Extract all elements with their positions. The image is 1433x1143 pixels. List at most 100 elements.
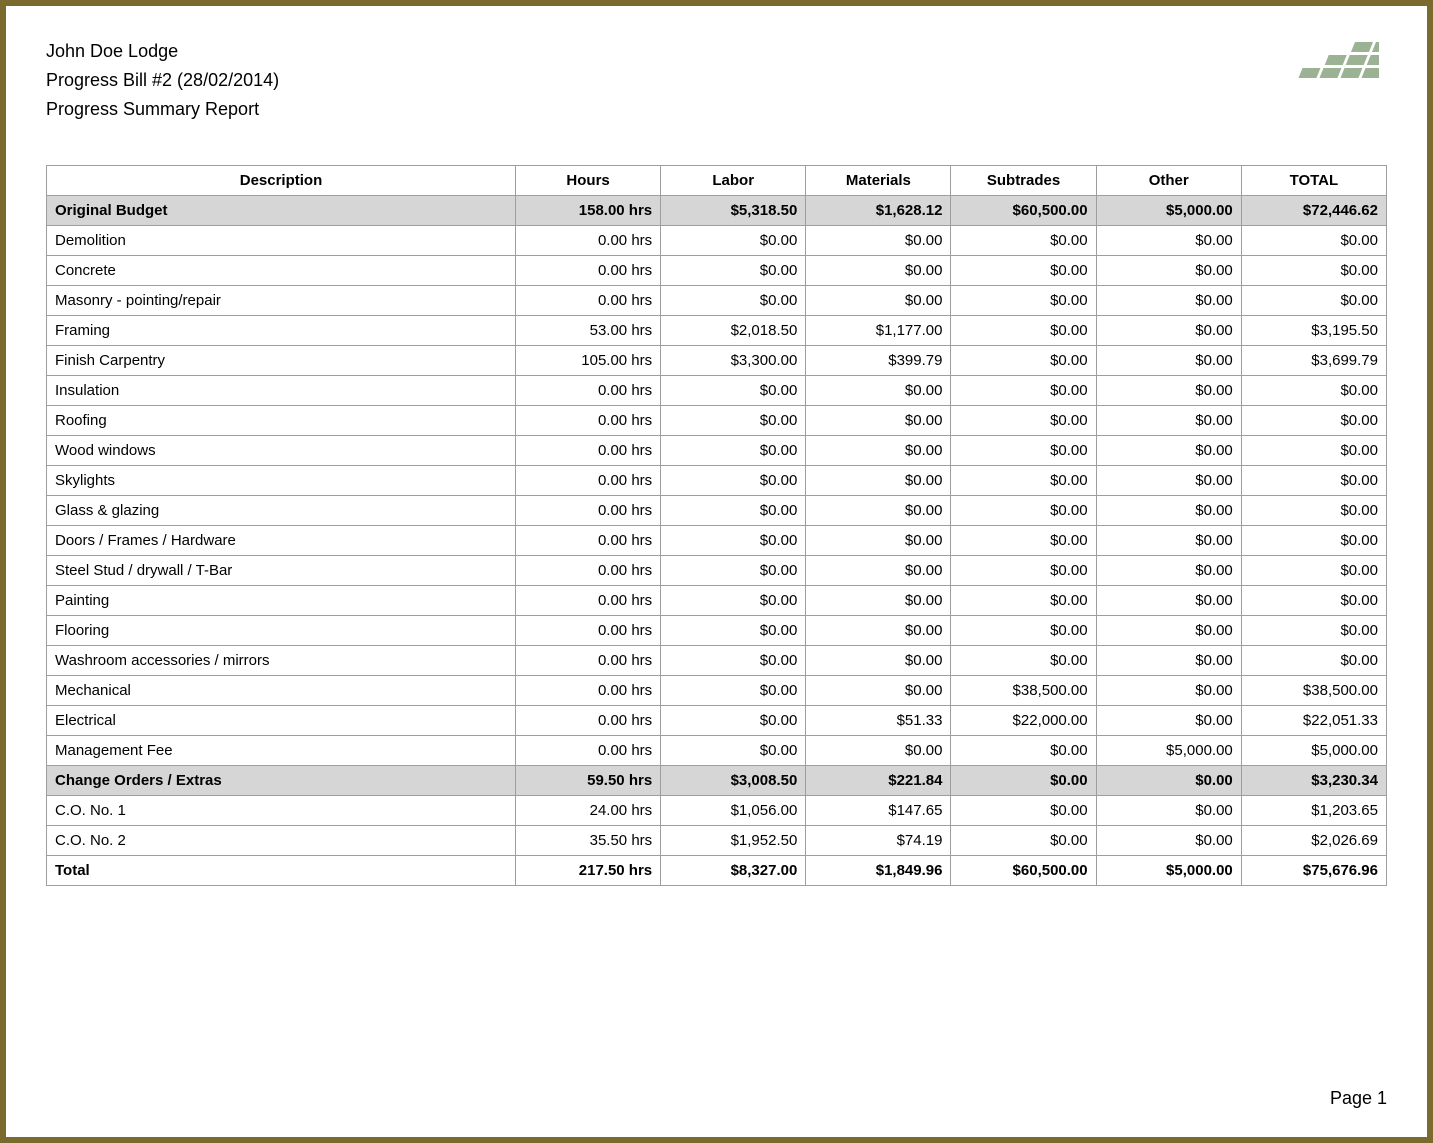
description-cell: Doors / Frames / Hardware <box>47 526 516 556</box>
value-cell: $0.00 <box>1241 256 1386 286</box>
value-cell: $72,446.62 <box>1241 196 1386 226</box>
table-row: Finish Carpentry105.00 hrs$3,300.00$399.… <box>47 346 1387 376</box>
value-cell: $3,230.34 <box>1241 766 1386 796</box>
value-cell: $0.00 <box>1241 226 1386 256</box>
progress-summary-table: DescriptionHoursLaborMaterialsSubtradesO… <box>46 165 1387 886</box>
value-cell: $5,000.00 <box>1096 856 1241 886</box>
value-cell: $5,000.00 <box>1096 196 1241 226</box>
value-cell: 0.00 hrs <box>516 586 661 616</box>
value-cell: $0.00 <box>951 346 1096 376</box>
value-cell: $0.00 <box>1241 616 1386 646</box>
value-cell: $0.00 <box>661 286 806 316</box>
value-cell: 0.00 hrs <box>516 256 661 286</box>
value-cell: $22,051.33 <box>1241 706 1386 736</box>
table-row: Roofing0.00 hrs$0.00$0.00$0.00$0.00$0.00 <box>47 406 1387 436</box>
value-cell: $5,000.00 <box>1241 736 1386 766</box>
value-cell: $1,056.00 <box>661 796 806 826</box>
value-cell: $38,500.00 <box>951 676 1096 706</box>
column-header: Hours <box>516 166 661 196</box>
value-cell: $0.00 <box>951 826 1096 856</box>
value-cell: $0.00 <box>661 556 806 586</box>
value-cell: $0.00 <box>951 406 1096 436</box>
value-cell: $1,203.65 <box>1241 796 1386 826</box>
value-cell: $0.00 <box>661 256 806 286</box>
value-cell: $0.00 <box>806 616 951 646</box>
description-cell: Wood windows <box>47 436 516 466</box>
report-header: John Doe Lodge Progress Bill #2 (28/02/2… <box>46 38 1387 125</box>
value-cell: $0.00 <box>806 676 951 706</box>
value-cell: $0.00 <box>1096 406 1241 436</box>
value-cell: $0.00 <box>1241 406 1386 436</box>
value-cell: $0.00 <box>1096 466 1241 496</box>
table-row: Concrete0.00 hrs$0.00$0.00$0.00$0.00$0.0… <box>47 256 1387 286</box>
value-cell: $8,327.00 <box>661 856 806 886</box>
value-cell: $0.00 <box>1096 556 1241 586</box>
value-cell: $0.00 <box>1096 496 1241 526</box>
value-cell: $3,699.79 <box>1241 346 1386 376</box>
description-cell: Masonry - pointing/repair <box>47 286 516 316</box>
value-cell: $0.00 <box>951 226 1096 256</box>
value-cell: $0.00 <box>806 526 951 556</box>
description-cell: Skylights <box>47 466 516 496</box>
description-cell: Insulation <box>47 376 516 406</box>
table-row: Mechanical0.00 hrs$0.00$0.00$38,500.00$0… <box>47 676 1387 706</box>
value-cell: $399.79 <box>806 346 951 376</box>
table-row: Demolition0.00 hrs$0.00$0.00$0.00$0.00$0… <box>47 226 1387 256</box>
value-cell: $0.00 <box>806 286 951 316</box>
value-cell: $0.00 <box>1096 796 1241 826</box>
description-cell: Painting <box>47 586 516 616</box>
description-cell: Mechanical <box>47 676 516 706</box>
value-cell: $0.00 <box>951 286 1096 316</box>
value-cell: $0.00 <box>1096 286 1241 316</box>
value-cell: 35.50 hrs <box>516 826 661 856</box>
value-cell: $0.00 <box>1096 616 1241 646</box>
column-header: Subtrades <box>951 166 1096 196</box>
client-name: John Doe Lodge <box>46 38 279 65</box>
value-cell: $0.00 <box>806 376 951 406</box>
value-cell: $0.00 <box>806 586 951 616</box>
value-cell: $3,300.00 <box>661 346 806 376</box>
table-row: Skylights0.00 hrs$0.00$0.00$0.00$0.00$0.… <box>47 466 1387 496</box>
description-cell: Glass & glazing <box>47 496 516 526</box>
table-row: Flooring0.00 hrs$0.00$0.00$0.00$0.00$0.0… <box>47 616 1387 646</box>
description-cell: Original Budget <box>47 196 516 226</box>
value-cell: $1,952.50 <box>661 826 806 856</box>
value-cell: 0.00 hrs <box>516 406 661 436</box>
page-number: Page 1 <box>1330 1088 1387 1109</box>
value-cell: 0.00 hrs <box>516 676 661 706</box>
value-cell: $0.00 <box>661 406 806 436</box>
value-cell: 0.00 hrs <box>516 436 661 466</box>
value-cell: $0.00 <box>661 616 806 646</box>
value-cell: $0.00 <box>951 796 1096 826</box>
total-row: Total217.50 hrs$8,327.00$1,849.96$60,500… <box>47 856 1387 886</box>
value-cell: $0.00 <box>951 496 1096 526</box>
description-cell: Demolition <box>47 226 516 256</box>
value-cell: $60,500.00 <box>951 196 1096 226</box>
value-cell: $0.00 <box>1096 706 1241 736</box>
value-cell: $0.00 <box>951 766 1096 796</box>
value-cell: $38,500.00 <box>1241 676 1386 706</box>
value-cell: $0.00 <box>661 646 806 676</box>
value-cell: $0.00 <box>806 646 951 676</box>
value-cell: $5,318.50 <box>661 196 806 226</box>
value-cell: $0.00 <box>1241 466 1386 496</box>
value-cell: $74.19 <box>806 826 951 856</box>
value-cell: 0.00 hrs <box>516 526 661 556</box>
value-cell: $0.00 <box>1241 376 1386 406</box>
value-cell: $0.00 <box>951 616 1096 646</box>
column-header: Materials <box>806 166 951 196</box>
description-cell: Framing <box>47 316 516 346</box>
value-cell: $0.00 <box>661 676 806 706</box>
report-name: Progress Summary Report <box>46 96 279 123</box>
value-cell: 0.00 hrs <box>516 736 661 766</box>
value-cell: $0.00 <box>806 226 951 256</box>
value-cell: $0.00 <box>1096 346 1241 376</box>
column-header: Description <box>47 166 516 196</box>
table-row: Glass & glazing0.00 hrs$0.00$0.00$0.00$0… <box>47 496 1387 526</box>
value-cell: $0.00 <box>951 466 1096 496</box>
value-cell: $0.00 <box>1096 226 1241 256</box>
value-cell: 105.00 hrs <box>516 346 661 376</box>
value-cell: $1,628.12 <box>806 196 951 226</box>
value-cell: 0.00 hrs <box>516 556 661 586</box>
value-cell: $0.00 <box>661 526 806 556</box>
